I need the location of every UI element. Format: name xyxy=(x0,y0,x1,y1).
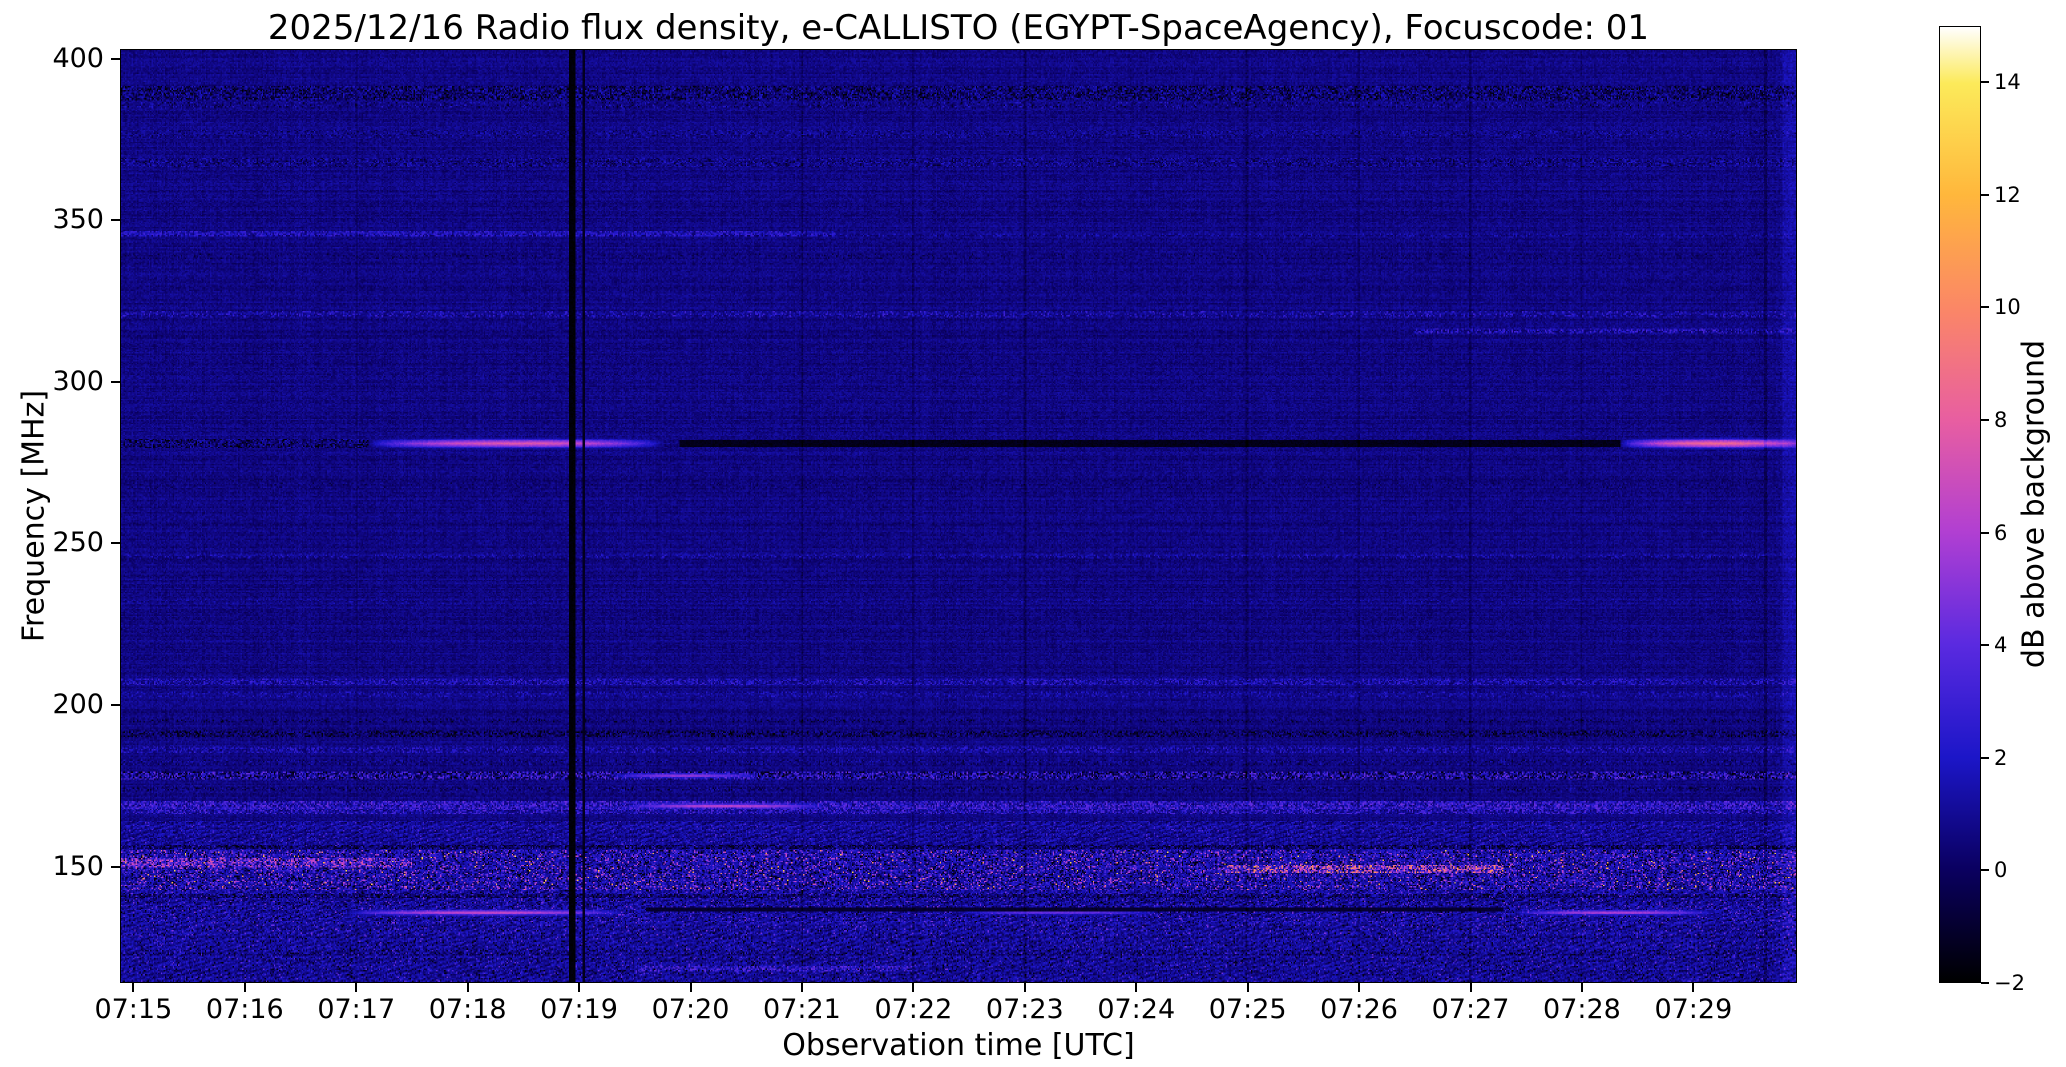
y-tick-mark xyxy=(111,704,120,707)
x-tick-label: 07:29 xyxy=(1654,994,1733,1025)
colorbar-tick-label: 12 xyxy=(1994,182,2021,207)
y-tick-label: 300 xyxy=(52,365,104,397)
x-tick-label: 07:16 xyxy=(205,994,284,1025)
y-tick-label: 350 xyxy=(52,204,104,236)
plot-area xyxy=(120,49,1797,983)
y-tick-label: 200 xyxy=(52,689,104,721)
x-tick-label: 07:18 xyxy=(428,994,507,1025)
colorbar-tick-label: 14 xyxy=(1994,70,2021,95)
x-tick-mark xyxy=(800,983,803,992)
x-tick-label: 07:20 xyxy=(651,994,730,1025)
colorbar-tick-mark xyxy=(1981,644,1989,647)
x-tick-label: 07:28 xyxy=(1543,994,1621,1025)
x-tick-mark xyxy=(1580,983,1583,992)
colorbar-tick-mark xyxy=(1981,306,1989,309)
x-tick-mark xyxy=(1246,983,1249,992)
y-tick-mark xyxy=(111,219,120,222)
y-tick-label: 150 xyxy=(52,850,104,882)
colorbar-tick-label: 8 xyxy=(1994,408,2008,433)
colorbar-tick-label: 0 xyxy=(1994,858,2008,883)
colorbar-tick-label: 10 xyxy=(1994,295,2021,320)
x-tick-mark xyxy=(132,983,135,992)
colorbar-tick-mark xyxy=(1981,419,1989,422)
x-tick-mark xyxy=(689,983,692,992)
spectrogram-canvas xyxy=(121,50,1796,982)
colorbar-tick-label: 2 xyxy=(1994,745,2008,770)
x-tick-label: 07:19 xyxy=(540,994,618,1025)
x-tick-label: 07:25 xyxy=(1208,994,1287,1025)
x-tick-label: 07:17 xyxy=(317,994,396,1025)
x-tick-mark xyxy=(355,983,358,992)
x-tick-label: 07:24 xyxy=(1097,994,1176,1025)
colorbar-tick-label: 6 xyxy=(1994,520,2008,545)
y-tick-mark xyxy=(111,380,120,383)
colorbar-tick-mark xyxy=(1981,81,1989,84)
y-tick-mark xyxy=(111,57,120,60)
x-tick-mark xyxy=(466,983,469,992)
chart-title: 2025/12/16 Radio flux density, e-CALLIST… xyxy=(267,8,1650,48)
x-tick-label: 07:15 xyxy=(94,994,173,1025)
x-tick-mark xyxy=(1358,983,1361,992)
colorbar-tick-mark xyxy=(1981,193,1989,196)
x-tick-label: 07:27 xyxy=(1431,994,1510,1025)
x-tick-mark xyxy=(1692,983,1695,992)
x-tick-mark xyxy=(243,983,246,992)
x-axis-label: Observation time [UTC] xyxy=(782,1028,1135,1063)
x-tick-label: 07:26 xyxy=(1320,994,1398,1025)
x-tick-mark xyxy=(578,983,581,992)
colorbar-tick-mark xyxy=(1981,756,1989,759)
x-tick-mark xyxy=(1469,983,1472,992)
colorbar-tick-label: −2 xyxy=(1994,971,2025,995)
x-tick-mark xyxy=(912,983,915,992)
colorbar-tick-mark xyxy=(1981,531,1989,534)
colorbar-tick-mark xyxy=(1981,869,1989,872)
colorbar xyxy=(1939,26,1981,983)
y-tick-label: 250 xyxy=(52,527,104,559)
x-tick-label: 07:22 xyxy=(874,994,953,1025)
y-tick-mark xyxy=(111,542,120,545)
y-tick-mark xyxy=(111,865,120,868)
x-tick-label: 07:21 xyxy=(763,994,841,1025)
y-tick-label: 400 xyxy=(52,42,104,74)
colorbar-tick-label: 4 xyxy=(1994,633,2008,658)
colorbar-gradient xyxy=(1940,27,1980,982)
x-tick-mark xyxy=(1023,983,1026,992)
colorbar-label: dB above background xyxy=(2016,339,2052,669)
x-tick-label: 07:23 xyxy=(985,994,1064,1025)
y-axis-label: Frequency [MHz] xyxy=(16,389,52,643)
colorbar-tick-mark xyxy=(1981,982,1989,984)
x-tick-mark xyxy=(1135,983,1138,992)
